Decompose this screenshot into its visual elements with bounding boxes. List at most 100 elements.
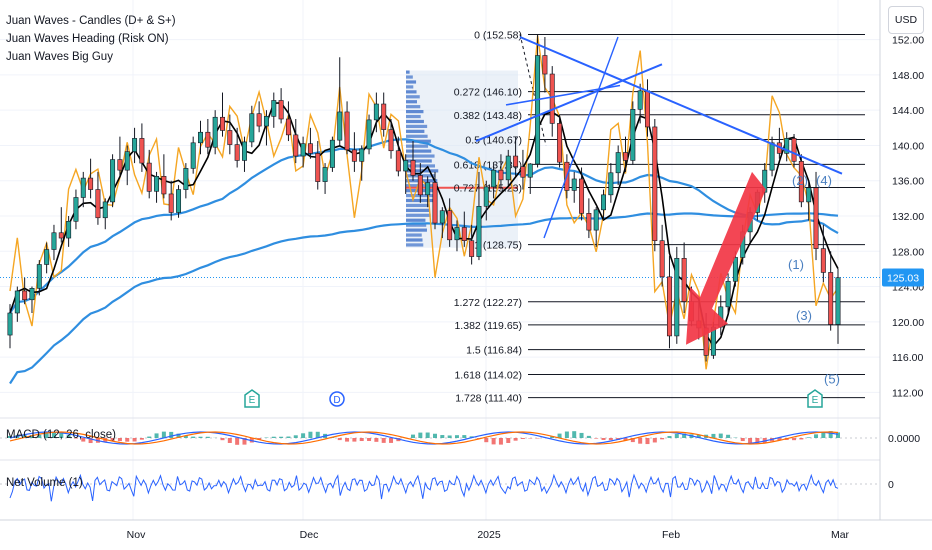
macd-histogram-bar: [352, 438, 357, 442]
candle-body: [520, 166, 526, 178]
candle-body: [666, 276, 672, 337]
candle-body: [798, 161, 804, 203]
volume-value: 0: [888, 479, 894, 491]
macd-histogram-bar: [447, 435, 452, 438]
macd-histogram-bar: [132, 438, 137, 442]
macd-histogram-bar: [674, 433, 679, 438]
last-price-badge: [882, 268, 924, 287]
candle-body: [300, 143, 306, 157]
candle-body: [14, 290, 20, 314]
volume-profile-bar: [406, 105, 421, 109]
macd-histogram-bar: [8, 436, 12, 438]
legend: Juan Waves - Candles (D+ & S+) Juan Wave…: [6, 12, 176, 66]
macd-histogram-bar: [161, 431, 166, 438]
macd-histogram-bar: [828, 431, 833, 438]
macd-histogram-bar: [638, 438, 643, 444]
volume-label[interactable]: Net Volume (1): [6, 477, 83, 489]
candle-body: [769, 142, 775, 171]
candle-body: [469, 240, 475, 257]
fib-label: 1.5 (116.84): [466, 345, 522, 357]
candle-body: [681, 258, 687, 302]
candle-body: [674, 258, 680, 337]
macd-histogram-bar: [37, 434, 42, 438]
volume-profile-bar: [406, 114, 421, 119]
macd-histogram-bar: [389, 438, 394, 443]
legend-item-candles[interactable]: Juan Waves - Candles (D+ & S+): [6, 15, 176, 27]
candle-body: [190, 142, 196, 169]
price-tick-label: 144.00: [892, 105, 924, 117]
volume-profile-bar: [406, 243, 424, 247]
candle-body: [491, 169, 497, 188]
candle-body: [454, 227, 460, 241]
candle-body: [110, 159, 116, 203]
macd-pane: 0.0000: [0, 431, 920, 445]
macd-histogram-bar: [301, 433, 306, 438]
candle-body: [36, 264, 42, 289]
macd-histogram-bar: [235, 438, 240, 445]
candle-body: [381, 103, 387, 130]
macd-histogram-bar: [220, 438, 225, 441]
candle-body: [139, 138, 145, 164]
candle-body: [403, 160, 409, 172]
fib-trend-line: [519, 34, 547, 146]
candle-body: [417, 175, 423, 196]
price-tick-label: 128.00: [892, 246, 924, 258]
candle-body: [337, 111, 343, 141]
macd-histogram-bar: [227, 438, 232, 443]
candle-body: [586, 213, 592, 231]
candle-body: [307, 143, 313, 154]
legend-item-heading[interactable]: Juan Waves Heading (Risk ON): [6, 33, 169, 45]
candle-body: [102, 201, 108, 219]
macd-label[interactable]: MACD (12, 26, close): [6, 429, 116, 441]
candle-body: [285, 118, 291, 136]
volume-profile-bar: [406, 228, 427, 232]
macd-histogram-bar: [147, 436, 152, 438]
fib-label: 1 (128.75): [474, 240, 522, 252]
candle-body: [549, 73, 555, 124]
macd-histogram-bar: [191, 436, 196, 438]
volume-profile-bar: [406, 100, 417, 104]
wave-label: (5): [824, 372, 840, 387]
candle-body: [249, 113, 255, 143]
time-tick-label: 2025: [477, 529, 501, 541]
candle-body: [505, 155, 511, 181]
time-axis[interactable]: Nov Dec 2025 Feb Mar: [127, 529, 850, 541]
legend-item-big-guy[interactable]: Juan Waves Big Guy: [6, 51, 113, 63]
ma-short-line: [9, 138, 839, 314]
candle-body: [161, 176, 167, 195]
candle-body: [278, 100, 284, 120]
macd-histogram-bar: [652, 438, 657, 443]
candle-body: [205, 131, 211, 148]
wave-label: (2): [792, 173, 808, 188]
candle-body: [344, 111, 350, 151]
macd-histogram-bar: [271, 436, 276, 438]
candle-body: [241, 141, 247, 161]
price-tick-label: 140.00: [892, 140, 924, 152]
time-tick-label: Mar: [831, 529, 850, 541]
macd-histogram-bar: [345, 438, 350, 442]
wave-label: (1): [788, 257, 804, 272]
macd-histogram-bar: [462, 435, 467, 438]
macd-histogram-bar: [59, 432, 64, 438]
volume-profile-bar: [406, 129, 425, 133]
volume-profile-bar: [406, 95, 420, 99]
volume-profile-bar: [406, 144, 429, 148]
candle-body: [542, 55, 548, 75]
volume-profile-bar: [406, 154, 435, 158]
red-arrow-shape: [686, 171, 766, 345]
macd-histogram-bar: [550, 436, 555, 438]
candle-body: [410, 160, 416, 176]
candle-body: [132, 138, 138, 152]
candle-body: [58, 232, 64, 239]
macd-histogram-bar: [308, 431, 313, 438]
candle-body: [22, 290, 28, 301]
price-axis[interactable]: 152.00 148.00 144.00 140.00 136.00 132.00 128.…: [882, 35, 924, 400]
currency-button[interactable]: USD: [888, 6, 924, 34]
candle-body: [146, 162, 152, 192]
macd-histogram-bar: [792, 438, 797, 441]
candle-body: [432, 182, 438, 224]
candle-body: [476, 206, 482, 257]
fib-label: 0.5 (140.67): [465, 135, 522, 147]
event-marker-e: [807, 389, 823, 408]
